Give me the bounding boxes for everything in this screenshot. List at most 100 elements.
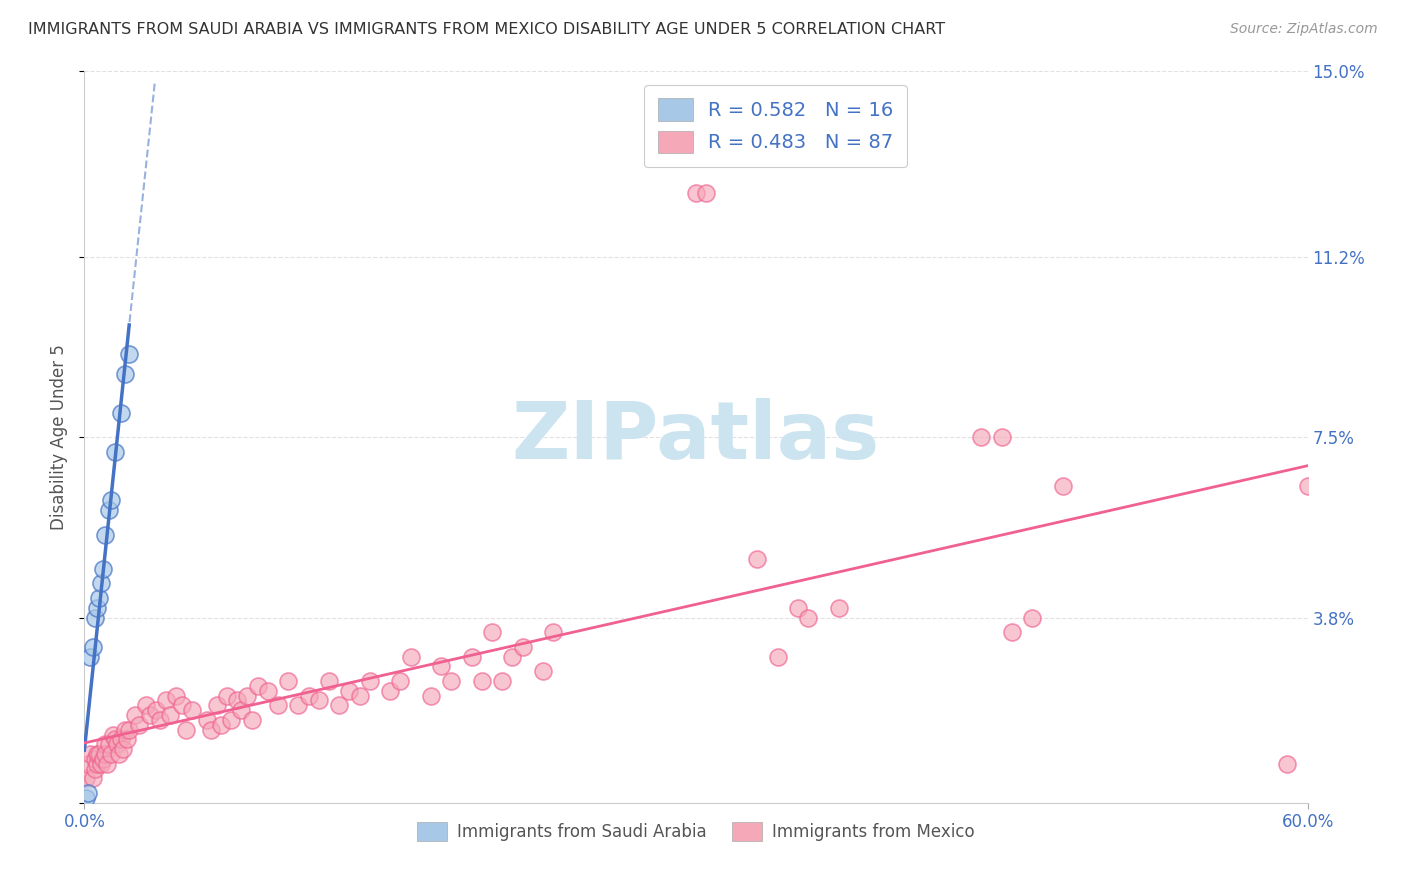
Point	[420, 689, 443, 703]
Point	[328, 698, 350, 713]
Point	[481, 625, 503, 640]
Point	[82, 640, 104, 654]
Point	[1277, 756, 1299, 771]
Point	[93, 737, 115, 751]
Point	[104, 444, 127, 458]
Point	[226, 693, 249, 707]
Point	[389, 673, 412, 688]
Point	[87, 747, 110, 761]
Point	[86, 600, 108, 615]
Point	[695, 186, 717, 201]
Point	[112, 742, 135, 756]
Point	[339, 683, 361, 698]
Point	[991, 430, 1014, 444]
Point	[79, 649, 101, 664]
Point	[461, 649, 484, 664]
Point	[100, 493, 122, 508]
Point	[308, 693, 330, 707]
Point	[114, 723, 136, 737]
Point	[359, 673, 381, 688]
Point	[440, 673, 463, 688]
Point	[502, 649, 524, 664]
Point	[135, 698, 157, 713]
Point	[105, 737, 128, 751]
Point	[1001, 625, 1024, 640]
Point	[118, 347, 141, 361]
Point	[267, 698, 290, 713]
Point	[77, 786, 100, 800]
Point	[97, 503, 120, 517]
Point	[145, 703, 167, 717]
Point	[205, 698, 228, 713]
Point	[118, 723, 141, 737]
Point	[110, 406, 132, 420]
Point	[257, 683, 280, 698]
Point	[104, 732, 127, 747]
Point	[200, 723, 222, 737]
Point	[217, 689, 239, 703]
Point	[124, 708, 146, 723]
Point	[155, 693, 177, 707]
Point	[349, 689, 371, 703]
Point	[172, 698, 194, 713]
Point	[86, 747, 108, 761]
Point	[512, 640, 534, 654]
Point	[298, 689, 321, 703]
Point	[277, 673, 299, 688]
Point	[787, 600, 810, 615]
Point	[91, 562, 114, 576]
Point	[399, 649, 422, 664]
Point	[236, 689, 259, 703]
Point	[219, 713, 242, 727]
Y-axis label: Disability Age Under 5: Disability Age Under 5	[51, 344, 69, 530]
Point	[471, 673, 494, 688]
Point	[115, 732, 138, 747]
Point	[531, 664, 554, 678]
Point	[174, 723, 197, 737]
Point	[93, 527, 115, 541]
Point	[97, 737, 120, 751]
Point	[246, 679, 269, 693]
Point	[87, 591, 110, 605]
Point	[1021, 610, 1043, 624]
Point	[828, 600, 851, 615]
Point	[83, 762, 105, 776]
Point	[797, 610, 820, 624]
Point	[82, 772, 104, 786]
Point	[165, 689, 187, 703]
Point	[231, 703, 253, 717]
Point	[101, 727, 124, 741]
Point	[83, 752, 105, 766]
Point	[128, 718, 150, 732]
Legend: Immigrants from Saudi Arabia, Immigrants from Mexico: Immigrants from Saudi Arabia, Immigrants…	[409, 814, 983, 849]
Point	[79, 747, 101, 761]
Text: ZIPatlas: ZIPatlas	[512, 398, 880, 476]
Point	[240, 713, 263, 727]
Point	[380, 683, 402, 698]
Point	[491, 673, 513, 688]
Point	[96, 756, 118, 771]
Point	[149, 713, 172, 727]
Point	[100, 747, 122, 761]
Point	[1052, 479, 1074, 493]
Point	[86, 756, 108, 771]
Point	[747, 552, 769, 566]
Point	[181, 703, 204, 717]
Point	[75, 791, 97, 805]
Point	[209, 718, 232, 732]
Point	[970, 430, 993, 444]
Point	[318, 673, 340, 688]
Point	[766, 649, 789, 664]
Point	[77, 756, 100, 771]
Point	[685, 186, 707, 201]
Point	[1296, 479, 1319, 493]
Point	[138, 708, 160, 723]
Point	[93, 747, 115, 761]
Point	[159, 708, 181, 723]
Point	[75, 772, 97, 786]
Point	[110, 732, 132, 747]
Point	[287, 698, 309, 713]
Point	[91, 752, 114, 766]
Point	[108, 747, 131, 761]
Point	[430, 659, 453, 673]
